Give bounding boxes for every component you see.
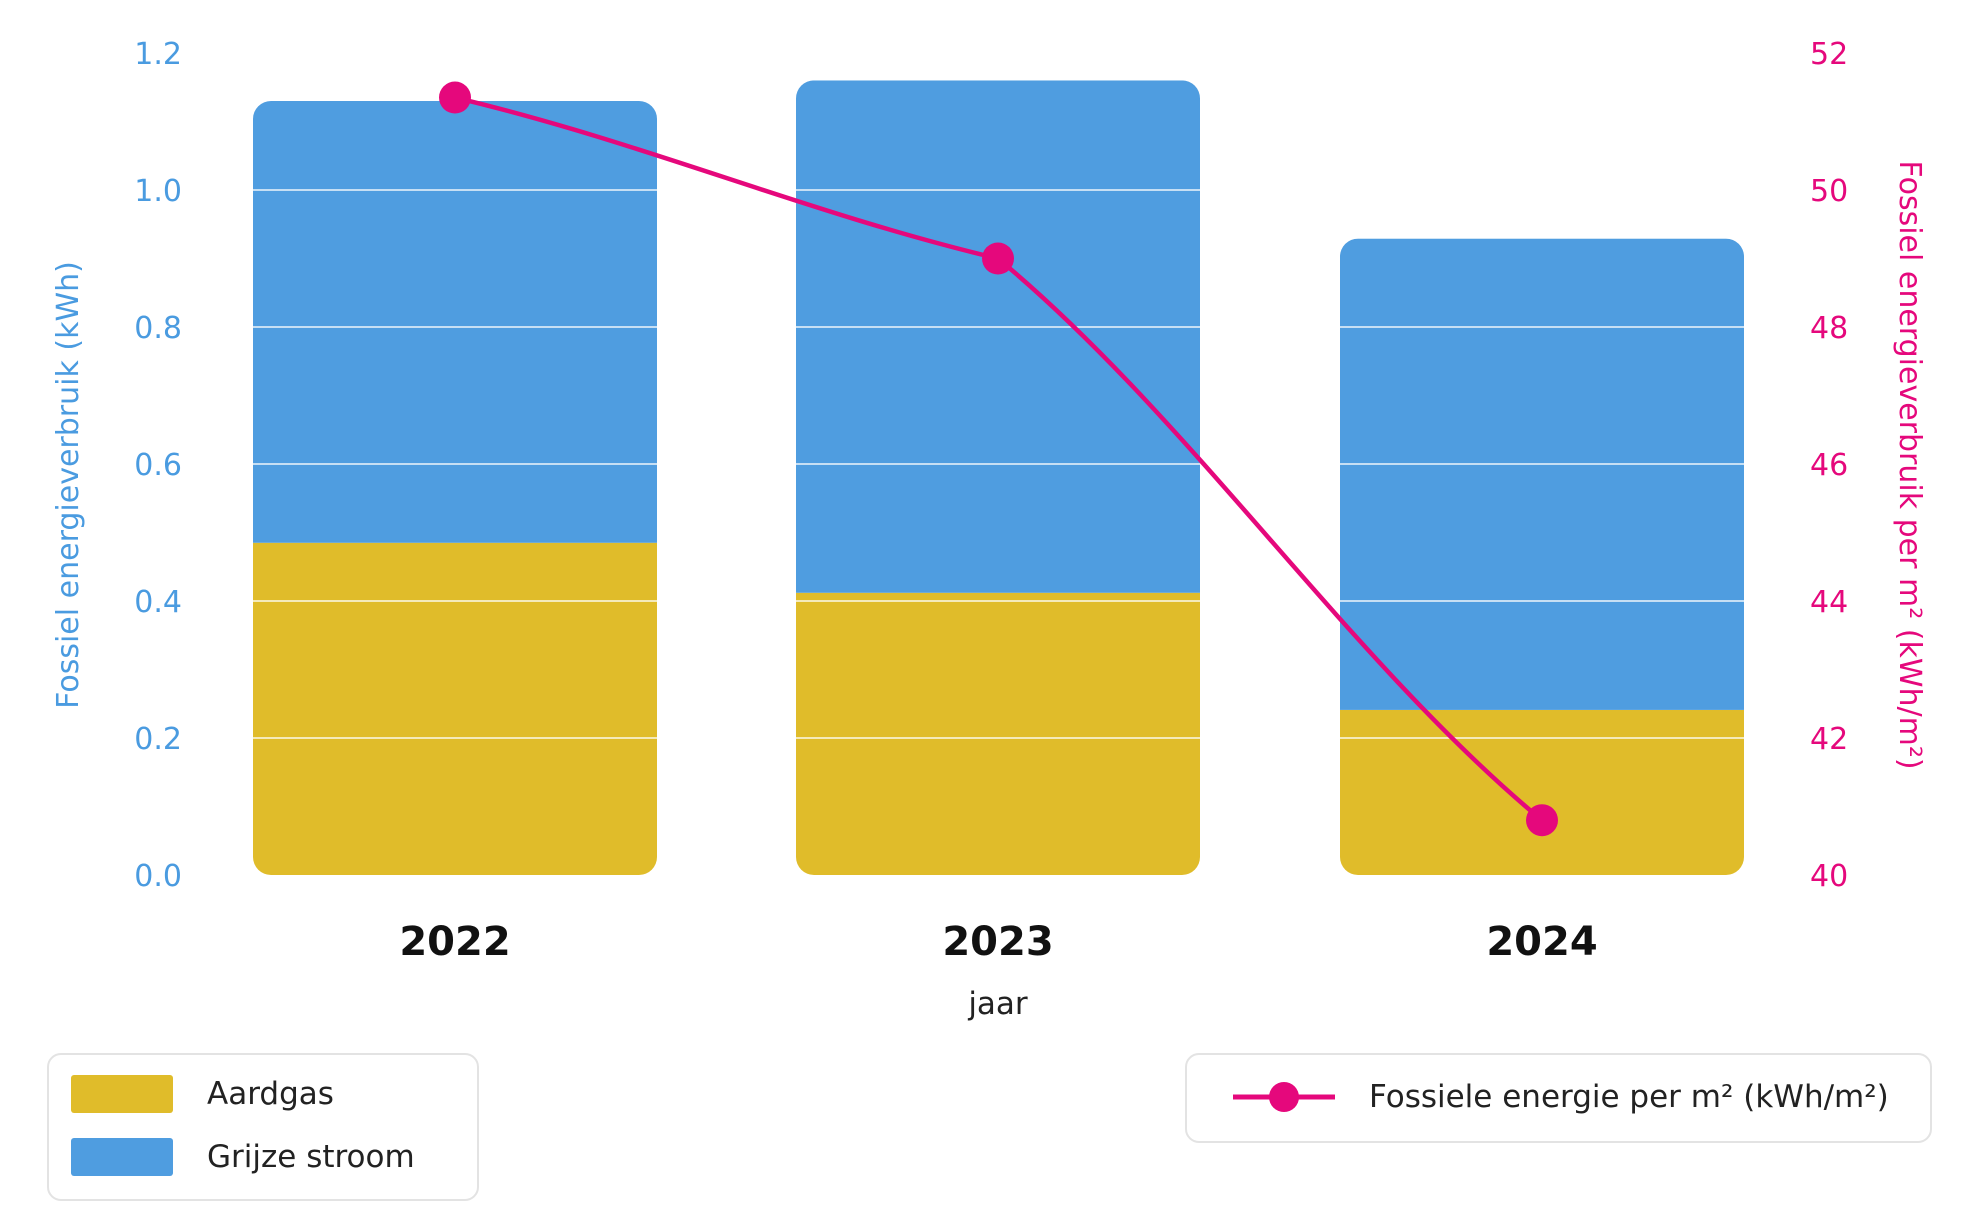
- bar-grijze-stroom-2023: [796, 80, 1200, 593]
- y-tick-label-left: 0.8: [134, 311, 182, 346]
- bar-aardgas-2023: [796, 592, 1200, 875]
- y-tick-label-left: 0.6: [134, 448, 182, 483]
- bar-legend: Aardgas Grijze stroom: [47, 1053, 479, 1201]
- line-point-2024: [1526, 804, 1558, 837]
- y-tick-label-left: 1.0: [134, 174, 182, 209]
- grijze-stroom-swatch: [71, 1138, 173, 1176]
- bar-aardgas-2024: [1340, 709, 1744, 875]
- line-legend: Fossiele energie per m² (kWh/m²): [1185, 1053, 1932, 1143]
- line-point-2022: [439, 81, 471, 114]
- y-tick-label-right: 40: [1810, 859, 1848, 894]
- y-tick-label-right: 42: [1810, 722, 1848, 757]
- y-tick-label-left: 0.0: [134, 859, 182, 894]
- y-axis-title-right: Fossiel energieverbruik per m² (kWh/m²): [1892, 160, 1927, 769]
- line-marker-icon: [1233, 1082, 1335, 1112]
- y-axis-title-left: Fossiel energieverbruik (kWh): [51, 261, 86, 709]
- y-tick-label-left: 0.4: [134, 585, 182, 620]
- bar-aardgas-2022: [253, 542, 657, 875]
- aardgas-swatch: [71, 1075, 173, 1113]
- x-tick-label: 2023: [942, 919, 1053, 965]
- y-tick-label-right: 48: [1810, 311, 1848, 346]
- y-tick-label-right: 46: [1810, 448, 1848, 483]
- y-tick-label-left: 1.2: [134, 37, 182, 72]
- legend-label-line: Fossiele energie per m² (kWh/m²): [1369, 1079, 1889, 1115]
- line-series-path: [454, 95, 1544, 822]
- legend-item-aardgas: Aardgas: [71, 1075, 334, 1113]
- y-tick-label-left: 0.2: [134, 722, 182, 757]
- bar-grijze-stroom-2022: [253, 100, 657, 543]
- y-tick-label-right: 52: [1810, 37, 1848, 72]
- y-tick-label-right: 50: [1810, 174, 1848, 209]
- bar-grijze-stroom-2024: [1340, 238, 1744, 710]
- x-axis-title: jaar: [967, 986, 1028, 1022]
- legend-label-aardgas: Aardgas: [207, 1076, 334, 1112]
- y-tick-label-right: 44: [1810, 585, 1848, 620]
- x-tick-label: 2024: [1486, 919, 1597, 965]
- line-point-2023: [982, 242, 1014, 275]
- legend-item-grijze-stroom: Grijze stroom: [71, 1138, 415, 1176]
- legend-label-grijze-stroom: Grijze stroom: [207, 1139, 415, 1175]
- legend-item-line: Fossiele energie per m² (kWh/m²): [1233, 1077, 1889, 1117]
- x-tick-label: 2022: [399, 919, 510, 965]
